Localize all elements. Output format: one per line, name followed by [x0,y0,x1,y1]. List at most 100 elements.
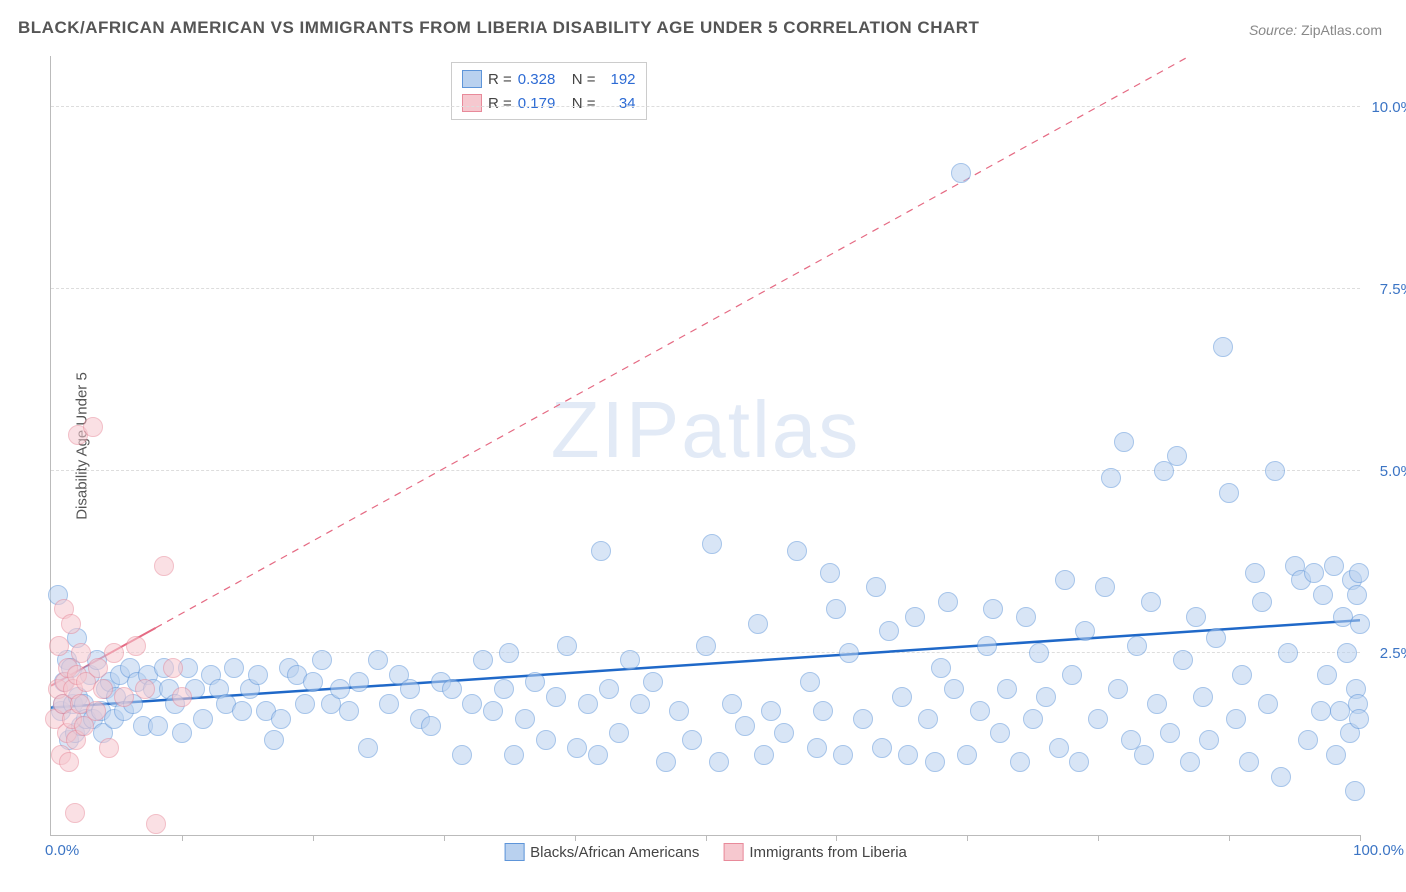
data-point [1069,752,1089,772]
data-point [774,723,794,743]
data-point [588,745,608,765]
legend-swatch-1 [723,843,743,861]
data-point [264,730,284,750]
data-point [1199,730,1219,750]
data-point [735,716,755,736]
data-point [1311,701,1331,721]
data-point [1313,585,1333,605]
data-point [61,614,81,634]
data-point [599,679,619,699]
source-attribution: Source: ZipAtlas.com [1249,22,1382,38]
data-point [918,709,938,729]
chart-title: BLACK/AFRICAN AMERICAN VS IMMIGRANTS FRO… [18,18,979,38]
source-value: ZipAtlas.com [1301,22,1382,38]
stats-row-series-0: R = 0.328 N = 192 [462,67,636,91]
gridline [51,288,1360,289]
legend-swatch-0 [504,843,524,861]
data-point [1147,694,1167,714]
data-point [931,658,951,678]
legend-item-1: Immigrants from Liberia [723,843,907,861]
correlation-stats-legend: R = 0.328 N = 192 R = 0.179 N = 34 [451,62,647,120]
data-point [951,163,971,183]
data-point [1016,607,1036,627]
data-point [1167,446,1187,466]
data-point [1055,570,1075,590]
data-point [193,709,213,729]
data-point [349,672,369,692]
x-tick [967,835,968,841]
data-point [722,694,742,714]
data-point [997,679,1017,699]
series-legend: Blacks/African Americans Immigrants from… [504,843,907,861]
x-tick [836,835,837,841]
y-tick-label: 7.5% [1364,281,1406,298]
x-tick [706,835,707,841]
data-point [620,650,640,670]
data-point [442,679,462,699]
data-point [1134,745,1154,765]
data-point [938,592,958,612]
data-point [807,738,827,758]
data-point [1127,636,1147,656]
data-point [1347,585,1367,605]
data-point [1345,781,1365,801]
data-point [494,679,514,699]
x-tick [1098,835,1099,841]
data-point [643,672,663,692]
data-point [1317,665,1337,685]
x-tick [1229,835,1230,841]
data-point [557,636,577,656]
data-point [421,716,441,736]
swatch-series-1 [462,94,482,112]
data-point [983,599,1003,619]
data-point [656,752,676,772]
data-point [135,679,155,699]
data-point [748,614,768,634]
data-point [1304,563,1324,583]
data-point [879,621,899,641]
data-point [1349,709,1369,729]
source-label: Source: [1249,22,1297,38]
y-tick-label: 2.5% [1364,645,1406,662]
data-point [86,701,106,721]
data-point [1219,483,1239,503]
data-point [504,745,524,765]
data-point [682,730,702,750]
y-tick-label: 10.0% [1364,99,1406,116]
data-point [452,745,472,765]
data-point [905,607,925,627]
data-point [499,643,519,663]
data-point [820,563,840,583]
data-point [925,752,945,772]
data-point [358,738,378,758]
data-point [1206,628,1226,648]
data-point [1049,738,1069,758]
swatch-series-0 [462,70,482,88]
y-tick-label: 5.0% [1364,463,1406,480]
data-point [1271,767,1291,787]
data-point [1095,577,1115,597]
data-point [330,679,350,699]
data-point [1062,665,1082,685]
x-tick [444,835,445,841]
data-point [957,745,977,765]
data-point [99,738,119,758]
data-point [944,679,964,699]
data-point [702,534,722,554]
data-point [892,687,912,707]
data-point [696,636,716,656]
data-point [400,679,420,699]
legend-label-1: Immigrants from Liberia [749,844,907,861]
data-point [853,709,873,729]
data-point [1349,563,1369,583]
data-point [898,745,918,765]
gridline [51,106,1360,107]
data-point [567,738,587,758]
x-tick [182,835,183,841]
data-point [1226,709,1246,729]
data-point [669,701,689,721]
data-point [1232,665,1252,685]
data-point [970,701,990,721]
data-point [146,814,166,834]
data-point [71,643,91,663]
